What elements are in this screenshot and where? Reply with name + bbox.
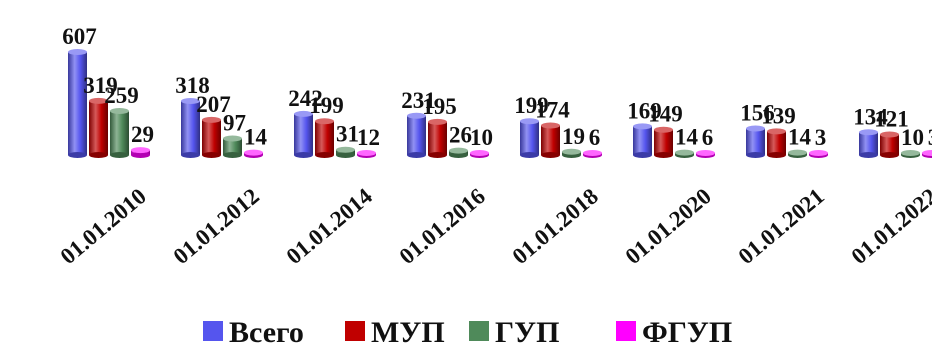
legend-swatch	[203, 321, 223, 341]
bar-МУП-01.01.2022	[880, 131, 899, 158]
bar-Всего-01.01.2020	[633, 123, 652, 158]
bar-ФГУП-01.01.2018	[583, 150, 602, 158]
data-label: 156	[740, 101, 775, 126]
data-label: 19	[562, 124, 585, 149]
bar-Всего-01.01.2021	[746, 125, 765, 158]
legend-item: МУП	[345, 316, 445, 349]
data-label: 31	[336, 122, 359, 147]
bar-Всего-01.01.2014	[294, 110, 313, 158]
data-label: 97	[223, 111, 246, 136]
data-label: 607	[62, 24, 97, 49]
bar-МУП-01.01.2018	[541, 122, 560, 158]
data-label: 174	[535, 97, 570, 122]
data-label: 14	[788, 125, 812, 150]
x-tick-label: 01.01.2021	[734, 183, 829, 269]
legend-label: Всего	[229, 316, 304, 349]
bar-ФГУП-01.01.2021	[809, 150, 828, 158]
x-tick-label: 01.01.2014	[282, 183, 378, 269]
data-label: 319	[83, 73, 118, 98]
legend-swatch	[469, 321, 489, 341]
data-label: 195	[422, 94, 457, 119]
data-label: 6	[702, 125, 714, 150]
bar-МУП-01.01.2016	[428, 118, 447, 158]
legend-label: ФГУП	[642, 316, 732, 349]
bar-ГУП-01.01.2010	[110, 108, 129, 158]
legend-item: ФГУП	[616, 316, 732, 349]
data-label: 199	[309, 93, 344, 118]
legend-swatch	[616, 321, 636, 341]
bars-layer	[68, 49, 932, 158]
data-label: 139	[761, 103, 796, 128]
data-labels-layer: 6073192592931820797142421993112231195261…	[62, 24, 932, 150]
data-label: 3	[815, 125, 827, 150]
bar-ГУП-01.01.2021	[788, 149, 807, 158]
legend-label: ГУП	[495, 316, 559, 349]
data-label: 121	[874, 106, 909, 131]
bar-ФГУП-01.01.2010	[131, 147, 150, 158]
x-tick-label: 01.01.2012	[169, 183, 264, 269]
data-label: 26	[449, 123, 472, 148]
x-tick-label: 01.01.2018	[508, 183, 603, 269]
x-tick-label: 01.01.2020	[621, 183, 716, 269]
legend-swatch	[345, 321, 365, 341]
bar-ГУП-01.01.2022	[901, 150, 920, 158]
x-axis-labels: 01.01.2010 01.01.2012 01.01.2014 01.01.2016…	[56, 183, 932, 269]
data-label: 242	[288, 86, 323, 111]
data-label: 3	[928, 125, 932, 150]
data-label: 6	[589, 125, 601, 150]
data-label: 207	[196, 92, 231, 117]
data-label: 14	[675, 125, 699, 150]
bar-ФГУП-01.01.2020	[696, 150, 715, 158]
bar-МУП-01.01.2012	[202, 116, 221, 158]
bar-Всего-01.01.2012	[181, 98, 200, 158]
data-label: 199	[514, 93, 549, 118]
bar-МУП-01.01.2010	[89, 97, 108, 158]
bar-Всего-01.01.2018	[520, 118, 539, 158]
bar-ГУП-01.01.2014	[336, 146, 355, 158]
data-label: 231	[401, 88, 436, 113]
data-label: 318	[175, 73, 210, 98]
legend-item: ГУП	[469, 316, 559, 349]
bar-ФГУП-01.01.2022	[922, 150, 932, 158]
bar-МУП-01.01.2020	[654, 126, 673, 158]
legend-item: Всего	[203, 316, 304, 349]
bar-МУП-01.01.2014	[315, 118, 334, 158]
bar-ГУП-01.01.2020	[675, 149, 694, 158]
bar-ГУП-01.01.2018	[562, 148, 581, 158]
data-label: 134	[853, 104, 888, 129]
legend-label: МУП	[371, 316, 445, 349]
bar-ГУП-01.01.2012	[223, 135, 242, 158]
data-label: 149	[648, 102, 683, 127]
data-label: 169	[627, 98, 662, 123]
bar-ФГУП-01.01.2014	[357, 149, 376, 158]
data-label: 259	[104, 83, 139, 108]
bar-ГУП-01.01.2016	[449, 147, 468, 158]
data-label: 12	[357, 125, 380, 150]
bar-ФГУП-01.01.2012	[244, 149, 263, 158]
data-label: 10	[470, 125, 493, 150]
x-tick-label: 01.01.2010	[56, 183, 151, 269]
bar-Всего-01.01.2016	[407, 112, 426, 158]
data-label: 29	[131, 122, 154, 147]
legend: Всего МУП ГУП ФГУП	[203, 316, 732, 349]
data-label: 14	[244, 125, 268, 150]
bar-МУП-01.01.2021	[767, 128, 786, 158]
x-tick-label: 01.01.2022	[847, 183, 932, 269]
bar-Всего-01.01.2010	[68, 49, 87, 158]
x-tick-label: 01.01.2016	[395, 183, 490, 269]
bar-Всего-01.01.2022	[859, 129, 878, 158]
data-label: 10	[901, 125, 924, 150]
bar-ФГУП-01.01.2016	[470, 150, 489, 158]
